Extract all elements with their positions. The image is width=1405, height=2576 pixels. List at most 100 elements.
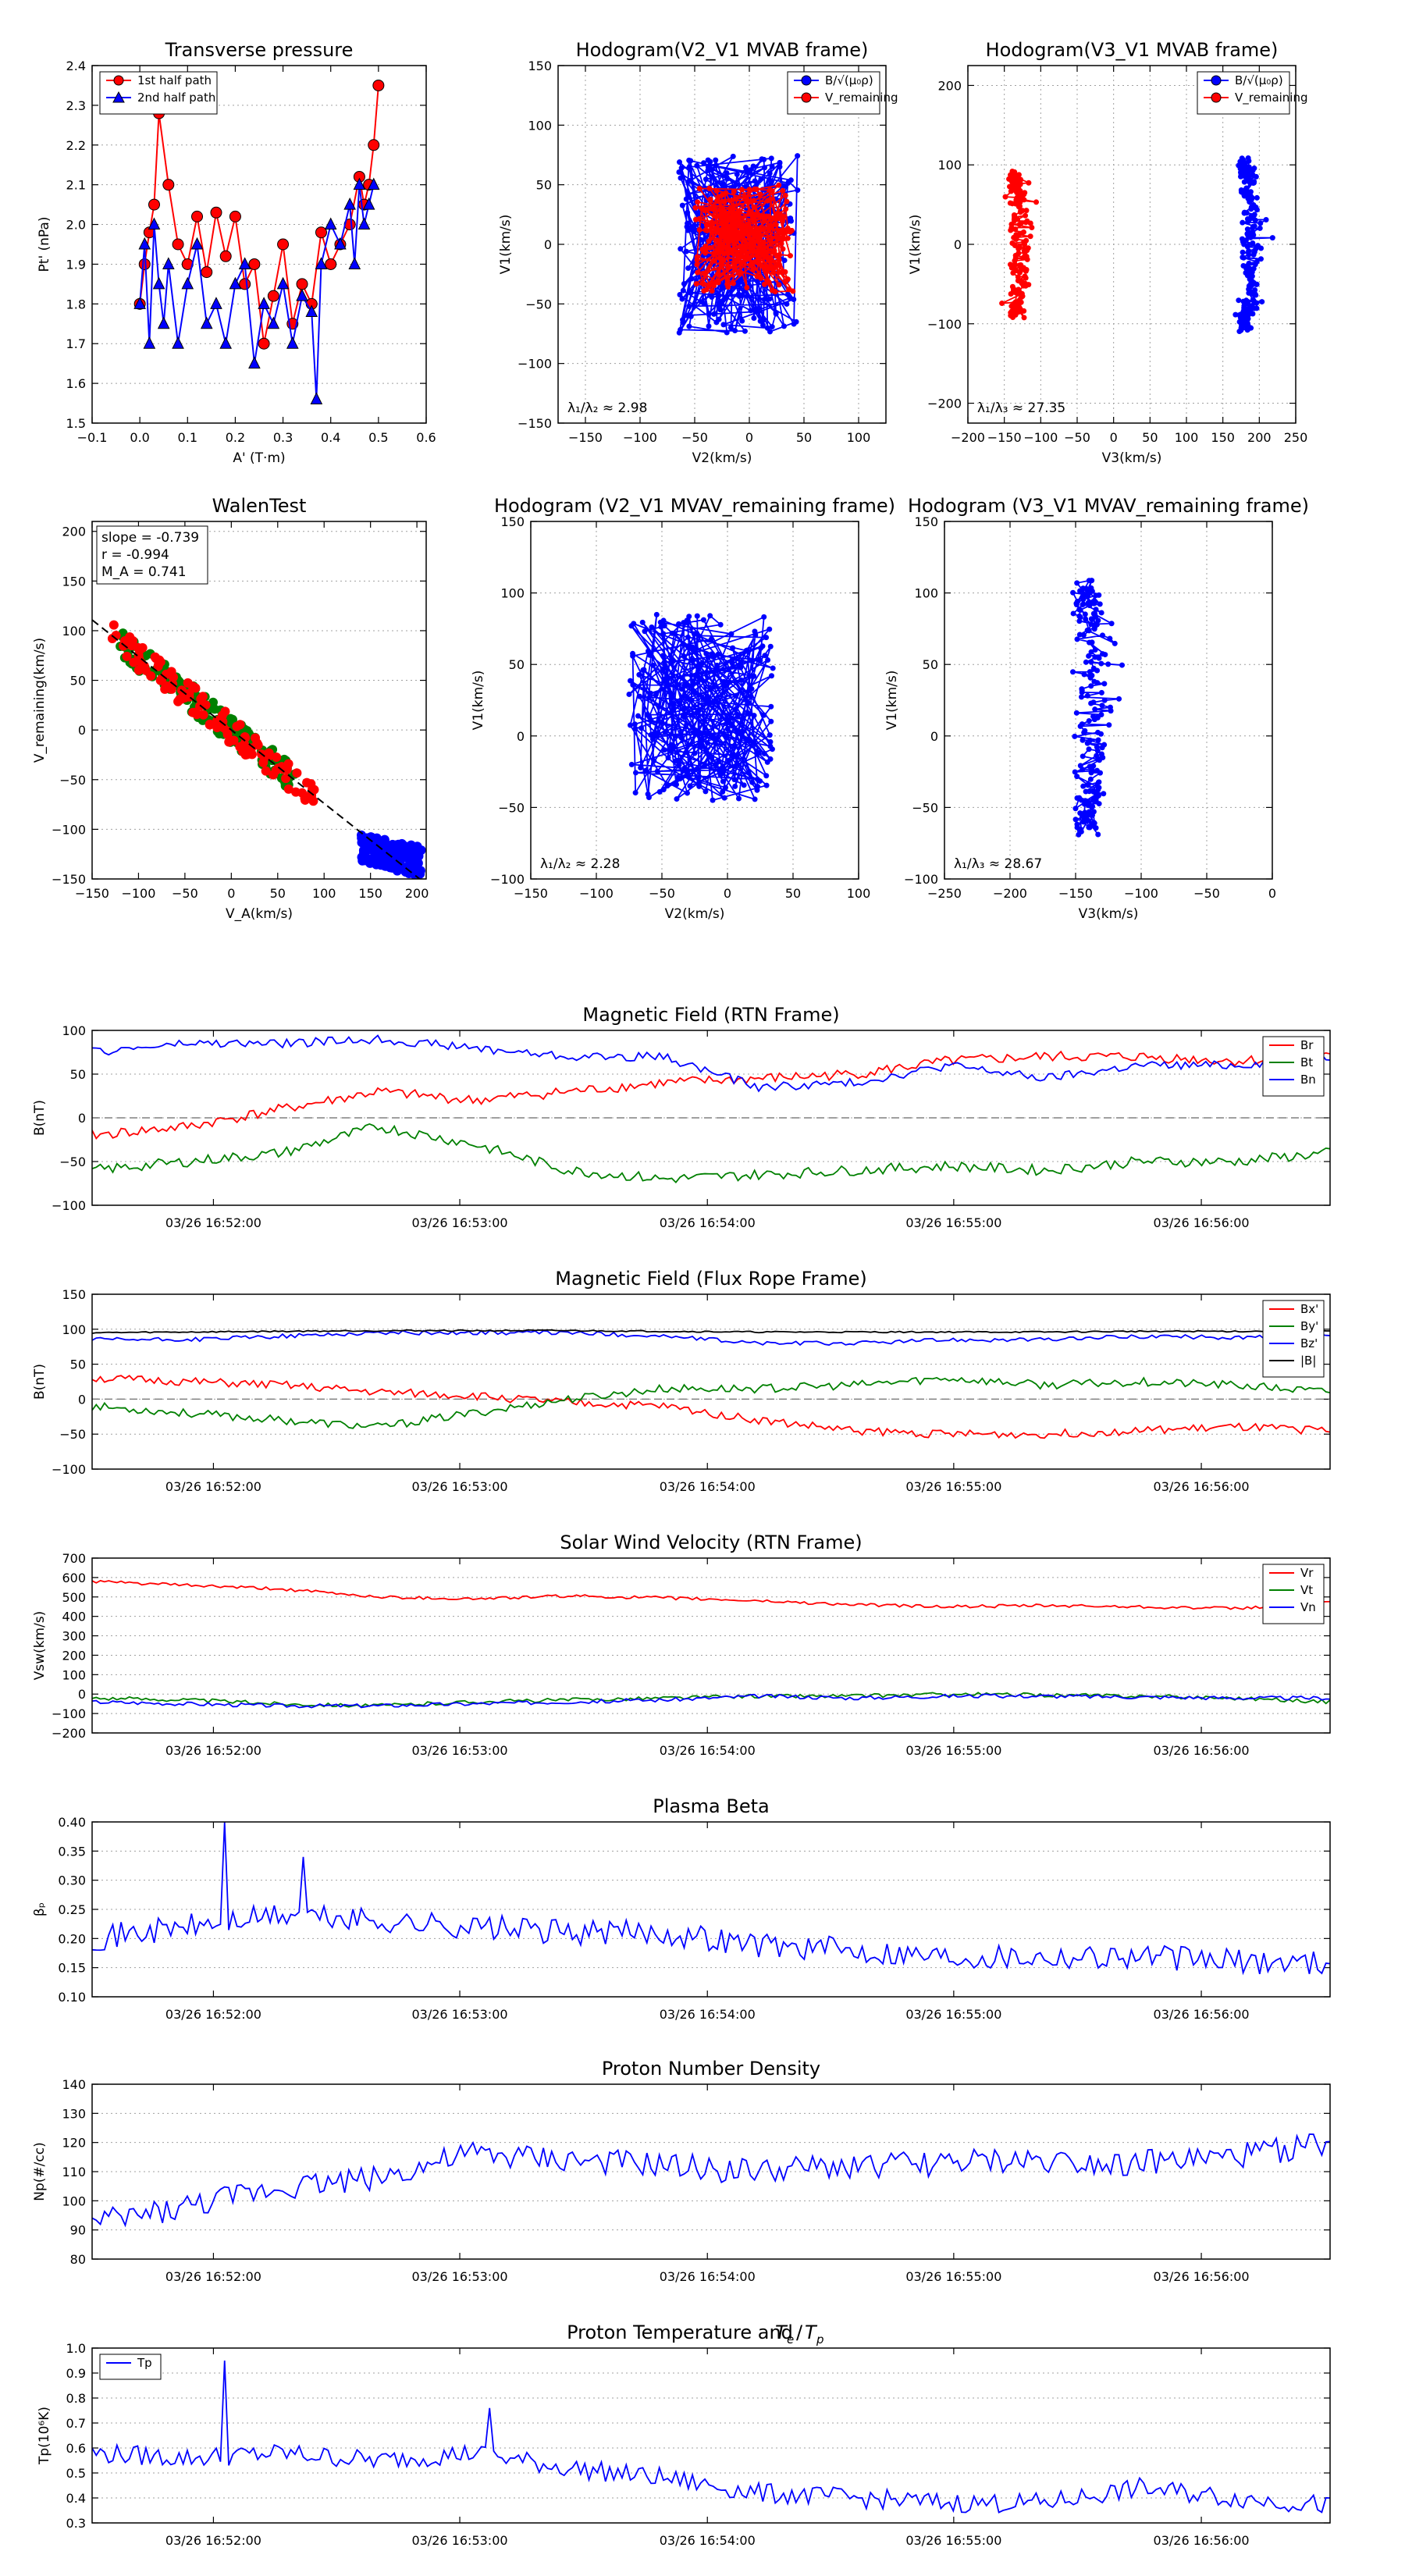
hodogram-point (716, 300, 722, 306)
walen-point (356, 830, 366, 840)
hodogram-point (723, 190, 729, 196)
hodogram-point (660, 653, 666, 659)
hodogram-point (717, 307, 724, 313)
hodogram-point (751, 197, 757, 204)
x-tick-label: 100 (312, 886, 336, 901)
chart-h3: −150 −100 −50 0 50 100−100−50050100150Hodogra… (471, 495, 895, 922)
hodogram-point (729, 214, 735, 220)
hodogram-point (691, 228, 697, 234)
hodogram-point (735, 209, 741, 215)
hodogram-point (761, 750, 767, 756)
hodogram-point (1083, 798, 1089, 804)
y-tick-label: 50 (70, 674, 86, 688)
hodogram-point (727, 205, 734, 212)
hodogram-point (626, 691, 632, 697)
time-tick-label: 03/26 16:56:00 (1154, 1215, 1250, 1230)
y-tick-label: −100 (904, 872, 938, 887)
fit-line (92, 619, 422, 879)
hodogram-point (709, 288, 715, 294)
hodogram-point (1236, 318, 1243, 325)
y-tick-label: −100 (52, 1706, 86, 1721)
time-tick-label: 03/26 16:56:00 (1154, 1479, 1250, 1494)
y-tick-label: −200 (52, 1726, 86, 1741)
x-axis-label: V3(km/s) (1079, 906, 1139, 922)
hodogram-point (1099, 703, 1105, 709)
walen-point (367, 853, 377, 863)
x-tick-label: 50 (796, 430, 812, 445)
hodogram-point (631, 721, 638, 728)
hodogram-point (676, 757, 682, 763)
hodogram-point (1244, 226, 1250, 233)
plot-border (91, 1557, 1331, 1734)
hodogram-point (747, 231, 753, 237)
y-axis-label: V1(km/s) (498, 215, 514, 275)
hodogram-point (701, 270, 707, 276)
y-tick-label: 0.7 (66, 2416, 86, 2431)
x-tick-label: 0 (227, 886, 235, 901)
hodogram-point (1088, 585, 1094, 591)
y-tick-label: −50 (525, 297, 552, 311)
hodogram-point (1238, 325, 1244, 331)
hodogram-point (1009, 201, 1016, 207)
hodogram-point (694, 262, 700, 268)
hodogram-point (730, 153, 736, 159)
series-|B| (92, 1329, 1330, 1335)
hodogram-point (735, 256, 741, 262)
hodogram-point (628, 722, 634, 728)
time-tick-label: 03/26 16:52:00 (165, 2269, 261, 2284)
y-tick-label: −100 (52, 822, 86, 837)
hodogram-point (710, 653, 716, 660)
hodogram-point (746, 187, 752, 193)
hodogram-point (1008, 303, 1015, 309)
hodogram-point (709, 754, 715, 760)
hodogram-point (707, 196, 713, 202)
hodogram-point (632, 770, 638, 776)
hodogram-point (636, 671, 642, 678)
hodogram-point (768, 703, 774, 710)
data-point (210, 206, 222, 219)
hodogram-point (715, 651, 721, 657)
legend-label: B/√(μ₀ρ) (825, 73, 873, 87)
hodogram-point (720, 181, 726, 187)
hodogram-point (1094, 744, 1100, 750)
walen-point (220, 706, 230, 717)
chart-title: Proton Number Density (602, 2058, 820, 2080)
data-point (148, 198, 160, 211)
hodogram-point (728, 233, 735, 239)
hodogram-point (1019, 293, 1026, 299)
hodogram-point (651, 758, 657, 764)
walen-point (224, 737, 234, 747)
hodogram-point (1108, 621, 1115, 627)
hodogram-point (762, 296, 768, 302)
hodogram-point (685, 695, 691, 701)
hodogram-point (656, 788, 663, 795)
legend: B/√(μ₀ρ) V_remaining (787, 71, 898, 115)
hodogram-point (646, 695, 652, 701)
hodogram-point (770, 269, 777, 276)
series-Bt (92, 1123, 1330, 1184)
hodogram-point (762, 165, 768, 171)
hodogram-point (706, 730, 712, 736)
hodogram-point (711, 283, 717, 289)
time-tick-label: 03/26 16:54:00 (660, 1743, 756, 1758)
series-Tp (92, 2360, 1330, 2514)
hodogram-point (649, 736, 656, 742)
hodogram-point (740, 715, 746, 721)
hodogram-point (1002, 194, 1008, 200)
hodogram-point (741, 782, 747, 788)
y-tick-label: 0.35 (58, 1844, 86, 1859)
data-point (200, 316, 213, 329)
hodogram-point (1077, 607, 1083, 613)
walen-point (400, 852, 411, 863)
hodogram-point (700, 617, 706, 623)
walen-point (125, 639, 135, 649)
hodogram-point (743, 648, 749, 654)
hodogram-point (690, 657, 696, 664)
hodogram-point (654, 768, 660, 774)
hodogram-point (746, 674, 752, 680)
hodogram-point (706, 238, 712, 244)
hodogram-point (1021, 315, 1027, 321)
legend-label: |B| (1300, 1354, 1316, 1368)
hodogram-point (748, 693, 754, 699)
